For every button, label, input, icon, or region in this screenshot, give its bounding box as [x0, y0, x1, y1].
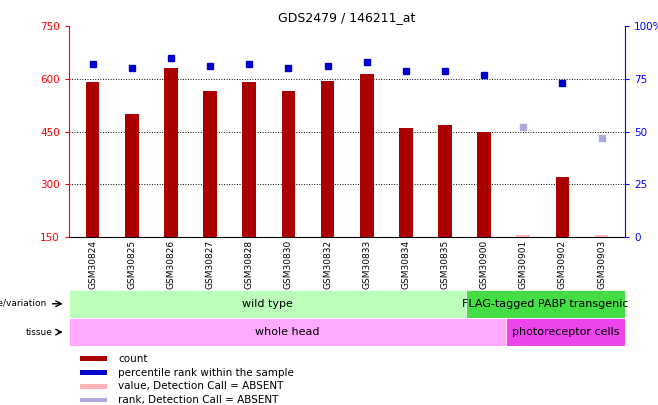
- Text: tissue: tissue: [26, 328, 53, 337]
- Bar: [164, 68, 178, 237]
- Bar: [80, 356, 107, 361]
- Text: percentile rank within the sample: percentile rank within the sample: [118, 368, 294, 378]
- Bar: [506, 318, 625, 346]
- Text: FLAG-tagged PABP transgenic: FLAG-tagged PABP transgenic: [463, 299, 629, 309]
- Text: rank, Detection Call = ABSENT: rank, Detection Call = ABSENT: [118, 395, 278, 405]
- Bar: [86, 83, 99, 237]
- Bar: [80, 398, 107, 402]
- Text: photoreceptor cells: photoreceptor cells: [512, 327, 619, 337]
- Bar: [438, 125, 452, 237]
- Bar: [595, 235, 609, 237]
- Text: whole head: whole head: [255, 327, 320, 337]
- Text: wild type: wild type: [242, 299, 293, 309]
- Bar: [467, 290, 625, 318]
- Bar: [80, 384, 107, 388]
- Bar: [477, 132, 491, 237]
- Bar: [282, 91, 295, 237]
- Text: count: count: [118, 354, 147, 364]
- Bar: [360, 74, 374, 237]
- Bar: [203, 91, 217, 237]
- Text: value, Detection Call = ABSENT: value, Detection Call = ABSENT: [118, 381, 284, 391]
- Bar: [242, 83, 256, 237]
- Bar: [125, 114, 139, 237]
- Text: genotype/variation: genotype/variation: [0, 299, 47, 308]
- Bar: [69, 318, 506, 346]
- Title: GDS2479 / 146211_at: GDS2479 / 146211_at: [278, 11, 416, 24]
- Bar: [399, 128, 413, 237]
- Bar: [517, 235, 530, 237]
- Bar: [320, 81, 334, 237]
- Bar: [69, 290, 467, 318]
- Bar: [80, 371, 107, 375]
- Bar: [555, 177, 569, 237]
